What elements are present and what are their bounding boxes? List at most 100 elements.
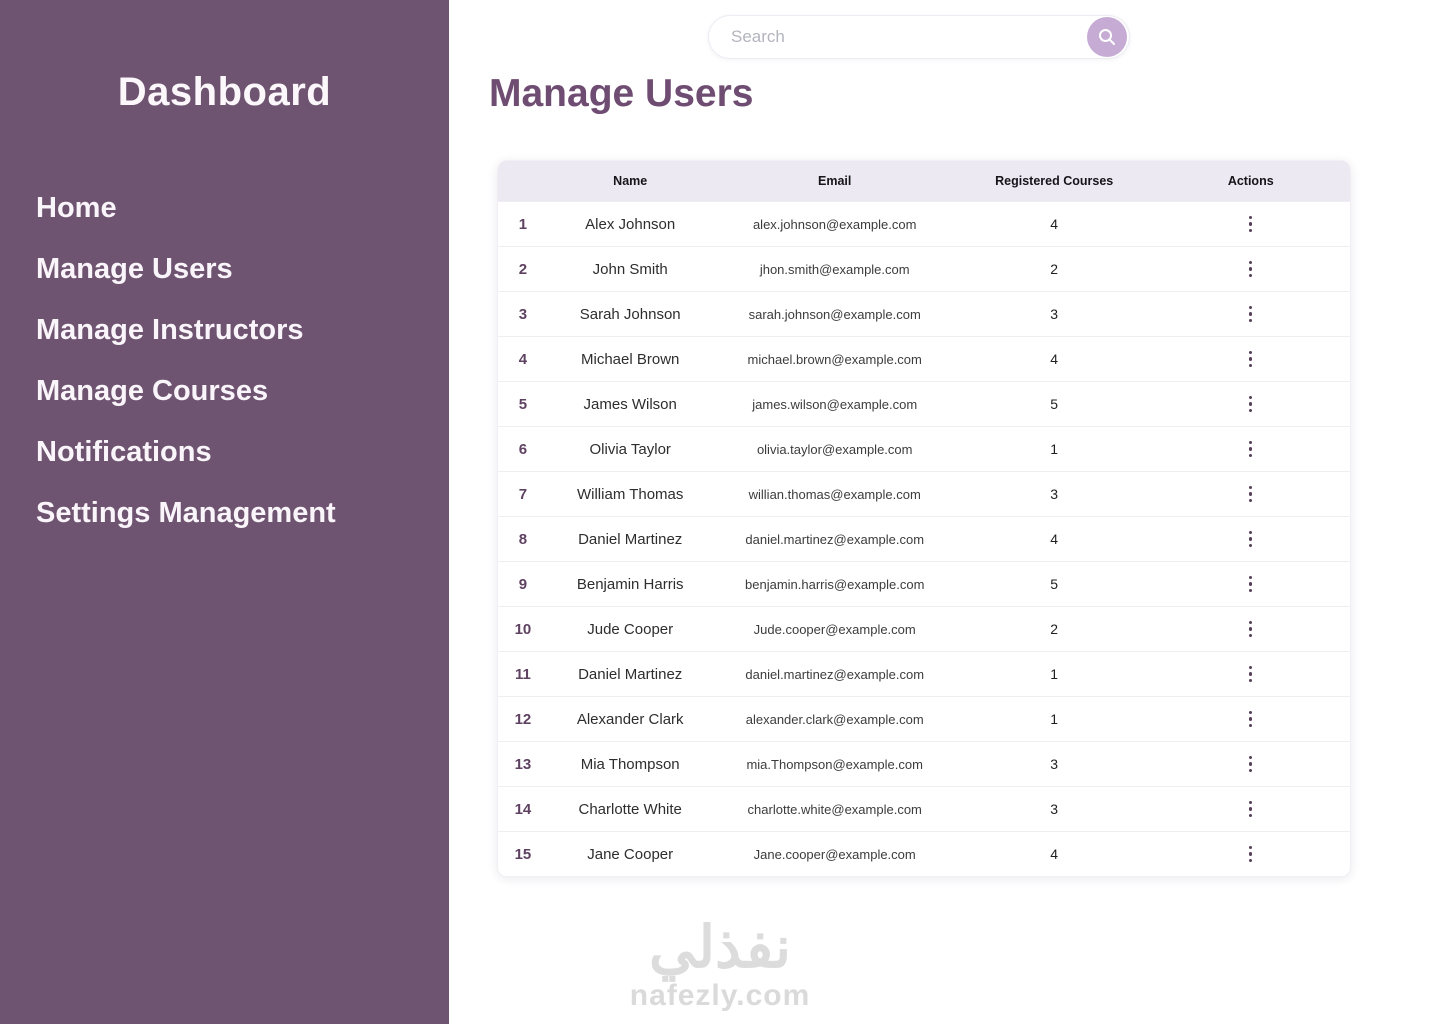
row-actions-kebab-icon[interactable] xyxy=(1239,658,1263,690)
user-email: willian.thomas@example.com xyxy=(748,486,921,502)
user-email: alex.johnson@example.com xyxy=(752,216,917,232)
table-row: 7 William Thomas willian.thomas@example.… xyxy=(498,471,1350,516)
user-name: Daniel Martinez xyxy=(578,665,683,683)
user-email: Jude.cooper@example.com xyxy=(753,621,916,637)
actions-cell xyxy=(1151,523,1350,555)
row-actions-kebab-icon[interactable] xyxy=(1239,523,1263,555)
user-email: daniel.martinez@example.com xyxy=(745,666,925,682)
registered-courses-count: 3 xyxy=(1050,486,1059,502)
user-name: Michael Brown xyxy=(581,350,680,368)
row-actions-kebab-icon[interactable] xyxy=(1239,478,1263,510)
search-input[interactable] xyxy=(709,16,1087,58)
actions-cell xyxy=(1151,343,1350,375)
sidebar-item-manage-instructors[interactable]: Manage Instructors xyxy=(0,300,449,361)
registered-courses-count: 4 xyxy=(1050,351,1059,367)
registered-courses-count: 2 xyxy=(1050,261,1059,277)
table-row: 3 Sarah Johnson sarah.johnson@example.co… xyxy=(498,291,1350,336)
row-number: 6 xyxy=(518,440,528,458)
sidebar-item-notifications[interactable]: Notifications xyxy=(0,422,449,483)
registered-courses-count: 1 xyxy=(1050,666,1059,682)
row-number: 10 xyxy=(514,620,532,638)
row-actions-kebab-icon[interactable] xyxy=(1239,703,1263,735)
table-row: 10 Jude Cooper Jude.cooper@example.com 2 xyxy=(498,606,1350,651)
page-title: Manage Users xyxy=(489,72,754,115)
row-number: 8 xyxy=(518,530,528,548)
sidebar-item-home[interactable]: Home xyxy=(0,178,449,239)
table-header-row: Name Email Registered Courses Actions xyxy=(498,161,1350,201)
registered-courses-count: 3 xyxy=(1050,306,1059,322)
actions-cell xyxy=(1151,253,1350,285)
sidebar-item-label: Manage Users xyxy=(36,253,233,285)
row-actions-kebab-icon[interactable] xyxy=(1239,388,1263,420)
actions-cell xyxy=(1151,613,1350,645)
user-name: Sarah Johnson xyxy=(579,305,681,323)
watermark: نفذلي nafezly.com xyxy=(565,917,875,1013)
user-name: Charlotte White xyxy=(578,800,682,818)
row-number: 4 xyxy=(518,350,528,368)
row-actions-kebab-icon[interactable] xyxy=(1239,208,1263,240)
registered-courses-count: 3 xyxy=(1050,756,1059,772)
registered-courses-count: 5 xyxy=(1050,576,1059,592)
sidebar-item-settings-management[interactable]: Settings Management xyxy=(0,483,449,544)
row-number: 2 xyxy=(518,260,528,278)
sidebar-title: Dashboard xyxy=(117,70,332,114)
row-actions-kebab-icon[interactable] xyxy=(1239,793,1263,825)
user-name: Jude Cooper xyxy=(587,620,674,638)
user-name: Jane Cooper xyxy=(587,845,674,863)
registered-courses-count: 4 xyxy=(1050,216,1059,232)
actions-cell xyxy=(1151,298,1350,330)
registered-courses-count: 1 xyxy=(1050,441,1059,457)
search-icon xyxy=(1096,26,1118,48)
row-number: 7 xyxy=(518,485,528,503)
table-row: 4 Michael Brown michael.brown@example.co… xyxy=(498,336,1350,381)
row-actions-kebab-icon[interactable] xyxy=(1239,343,1263,375)
table-row: 13 Mia Thompson mia.Thompson@example.com… xyxy=(498,741,1350,786)
row-actions-kebab-icon[interactable] xyxy=(1239,748,1263,780)
user-name: James Wilson xyxy=(583,395,677,413)
sidebar-item-manage-users[interactable]: Manage Users xyxy=(0,239,449,300)
registered-courses-count: 3 xyxy=(1050,801,1059,817)
table-row: 15 Jane Cooper Jane.cooper@example.com 4 xyxy=(498,831,1350,876)
user-email: james.wilson@example.com xyxy=(752,396,918,412)
registered-courses-count: 1 xyxy=(1050,711,1059,727)
registered-courses-count: 4 xyxy=(1050,846,1059,862)
column-header-name: Name xyxy=(613,174,648,188)
user-name: Alexander Clark xyxy=(576,710,684,728)
users-table: Name Email Registered Courses Actions 1 … xyxy=(497,160,1351,877)
column-header-email: Email xyxy=(818,174,852,188)
actions-cell xyxy=(1151,838,1350,870)
row-actions-kebab-icon[interactable] xyxy=(1239,613,1263,645)
sidebar-item-label: Manage Instructors xyxy=(36,314,304,346)
column-header-registered-courses: Registered Courses xyxy=(995,174,1114,188)
user-email: alexander.clark@example.com xyxy=(745,711,924,727)
row-actions-kebab-icon[interactable] xyxy=(1239,433,1263,465)
row-actions-kebab-icon[interactable] xyxy=(1239,298,1263,330)
search-button[interactable] xyxy=(1087,17,1127,57)
sidebar-item-manage-courses[interactable]: Manage Courses xyxy=(0,361,449,422)
row-number: 13 xyxy=(514,755,532,773)
actions-cell xyxy=(1151,793,1350,825)
table-row: 5 James Wilson james.wilson@example.com … xyxy=(498,381,1350,426)
row-actions-kebab-icon[interactable] xyxy=(1239,568,1263,600)
row-number: 15 xyxy=(514,845,532,863)
registered-courses-count: 5 xyxy=(1050,396,1059,412)
table-row: 11 Daniel Martinez daniel.martinez@examp… xyxy=(498,651,1350,696)
user-email: michael.brown@example.com xyxy=(747,351,922,367)
user-email: jhon.smith@example.com xyxy=(759,261,910,277)
sidebar-item-label: Settings Management xyxy=(36,497,336,529)
actions-cell xyxy=(1151,433,1350,465)
row-number: 3 xyxy=(518,305,528,323)
user-email: daniel.martinez@example.com xyxy=(745,531,925,547)
user-name: Benjamin Harris xyxy=(576,575,684,593)
row-number: 1 xyxy=(518,215,528,233)
row-number: 12 xyxy=(514,710,532,728)
row-actions-kebab-icon[interactable] xyxy=(1239,253,1263,285)
table-row: 6 Olivia Taylor olivia.taylor@example.co… xyxy=(498,426,1350,471)
table-row: 14 Charlotte White charlotte.white@examp… xyxy=(498,786,1350,831)
table-row: 1 Alex Johnson alex.johnson@example.com … xyxy=(498,201,1350,246)
sidebar-item-label: Notifications xyxy=(36,436,212,468)
user-name: William Thomas xyxy=(576,485,684,503)
user-email: benjamin.harris@example.com xyxy=(745,576,925,592)
user-name: Daniel Martinez xyxy=(578,530,683,548)
row-actions-kebab-icon[interactable] xyxy=(1239,838,1263,870)
